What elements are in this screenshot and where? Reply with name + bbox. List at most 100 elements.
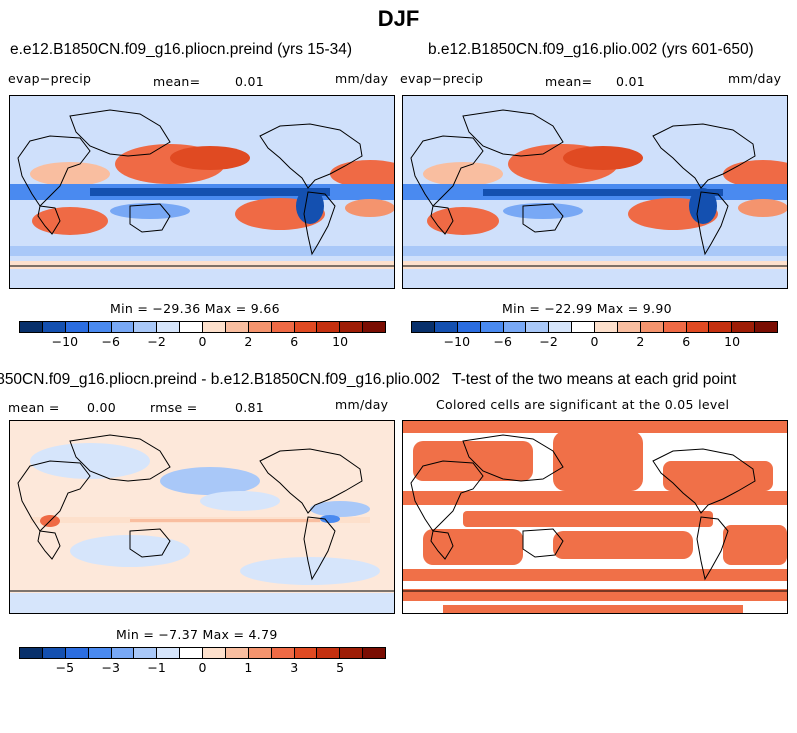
min-max-top-left: Min = −29.36 Max = 9.66 [110,301,280,316]
colorbar-swatch [88,648,112,658]
units-bottom-left: mm/day [335,397,389,412]
colorbar-swatch [134,648,158,658]
colorbar-swatch [225,648,249,658]
colorbar-tick-label: −6 [101,334,120,349]
colorbar-tick-label: −3 [101,660,120,675]
panel-title-bottom-right: T-test of the two means at each grid poi… [452,371,737,388]
colorbar-swatch [248,322,272,332]
colorbar-swatch [412,322,435,332]
colorbar-swatch [363,648,385,658]
map-top-left-svg [10,96,394,288]
colorbar-swatch [549,322,573,332]
field-patterns [10,443,394,613]
mean-value-top-right: 0.01 [616,74,646,89]
map-top-left [9,95,395,289]
figure-title: DJF [377,6,420,31]
map-bottom-right [402,420,788,614]
colorbar-top-left [19,321,386,333]
colorbar-swatch [480,322,504,332]
colorbar-swatch [111,322,135,332]
colorbar-swatch [203,322,226,332]
colorbar-swatch [526,322,550,332]
colorbar-tick-label: 10 [724,334,741,349]
significant-cells [403,421,787,613]
field-patterns [10,144,394,269]
colorbar-tick-label: 2 [244,334,253,349]
colorbar-swatch [225,322,249,332]
min-max-bottom-left: Min = −7.37 Max = 4.79 [116,627,278,642]
mean-label-top-left: mean= [153,74,201,89]
colorbar-swatch [20,322,43,332]
continent-outlines [403,109,787,267]
significance-note: Colored cells are significant at the 0.0… [436,397,730,412]
colorbar-tick-label: 0 [198,660,207,675]
colorbar-swatch [157,322,181,332]
continent-outlines [10,434,394,592]
colorbar-swatch [294,648,318,658]
colorbar-tick-label: 5 [336,660,345,675]
variable-label-top-right: evap−precip [400,71,484,86]
panel-title-bottom-left: B1850CN.f09_g16.pliocn.preind - b.e12.B1… [0,371,440,388]
continent-outlines [10,109,394,267]
colorbar-tick-label: −2 [539,334,558,349]
panel-title-top-right: b.e12.B1850CN.f09_g16.plio.002 (yrs 601-… [428,41,754,58]
min-max-top-right: Min = −22.99 Max = 9.90 [502,301,672,316]
mean-label-bottom-left: mean = [8,400,60,415]
map-bottom-left-svg [10,421,394,613]
colorbar-swatch [755,322,777,332]
colorbar-swatch [709,322,733,332]
colorbar-swatch [595,322,618,332]
colorbar-swatch [340,648,364,658]
colorbar-swatch [663,322,687,332]
colorbar-swatch [640,322,664,332]
variable-label-top-left: evap−precip [8,71,92,86]
colorbar-tick-label: 1 [244,660,253,675]
colorbar-tick-label: −10 [51,334,79,349]
colorbar-swatch [180,322,203,332]
colorbar-swatch [457,322,481,332]
colorbar-swatch [363,322,385,332]
colorbar-tick-label: 0 [198,334,207,349]
continent-outlines [403,434,787,592]
colorbar-tick-label: 10 [332,334,349,349]
colorbar-tick-label: 2 [636,334,645,349]
colorbar-tick-label: −10 [443,334,471,349]
colorbar-ticks-bottom-left: −5 −3 −1 0 1 3 5 [19,660,386,676]
mean-value-top-left: 0.01 [235,74,265,89]
colorbar-tick-label: 3 [290,660,299,675]
colorbar-swatch [732,322,756,332]
colorbar-tick-label: 0 [590,334,599,349]
colorbar-bottom-left [19,647,386,659]
colorbar-ticks-top-right: −10 −6 −2 0 2 6 10 [411,334,778,350]
colorbar-swatch [65,322,89,332]
colorbar-top-right [411,321,778,333]
map-top-right [402,95,788,289]
colorbar-swatch [65,648,89,658]
colorbar-swatch [434,322,458,332]
colorbar-swatch [203,648,226,658]
colorbar-tick-label: 6 [290,334,299,349]
colorbar-tick-label: −1 [147,660,166,675]
colorbar-tick-label: −5 [55,660,75,675]
map-top-right-svg [403,96,787,288]
colorbar-swatch [248,648,272,658]
colorbar-swatch [180,648,203,658]
colorbar-swatch [317,322,341,332]
colorbar-swatch [317,648,341,658]
mean-label-top-right: mean= [545,74,593,89]
colorbar-swatch [294,322,318,332]
rmse-value-bottom-left: 0.81 [235,400,265,415]
colorbar-tick-label: −6 [493,334,512,349]
colorbar-tick-label: 6 [682,334,691,349]
map-bottom-left [9,420,395,614]
colorbar-swatch [20,648,43,658]
colorbar-swatch [572,322,595,332]
map-bottom-right-svg [403,421,787,613]
colorbar-swatch [42,648,66,658]
colorbar-swatch [271,322,295,332]
colorbar-swatch [271,648,295,658]
colorbar-swatch [503,322,527,332]
colorbar-swatch [134,322,158,332]
units-top-right: mm/day [728,71,782,86]
colorbar-swatch [157,648,181,658]
